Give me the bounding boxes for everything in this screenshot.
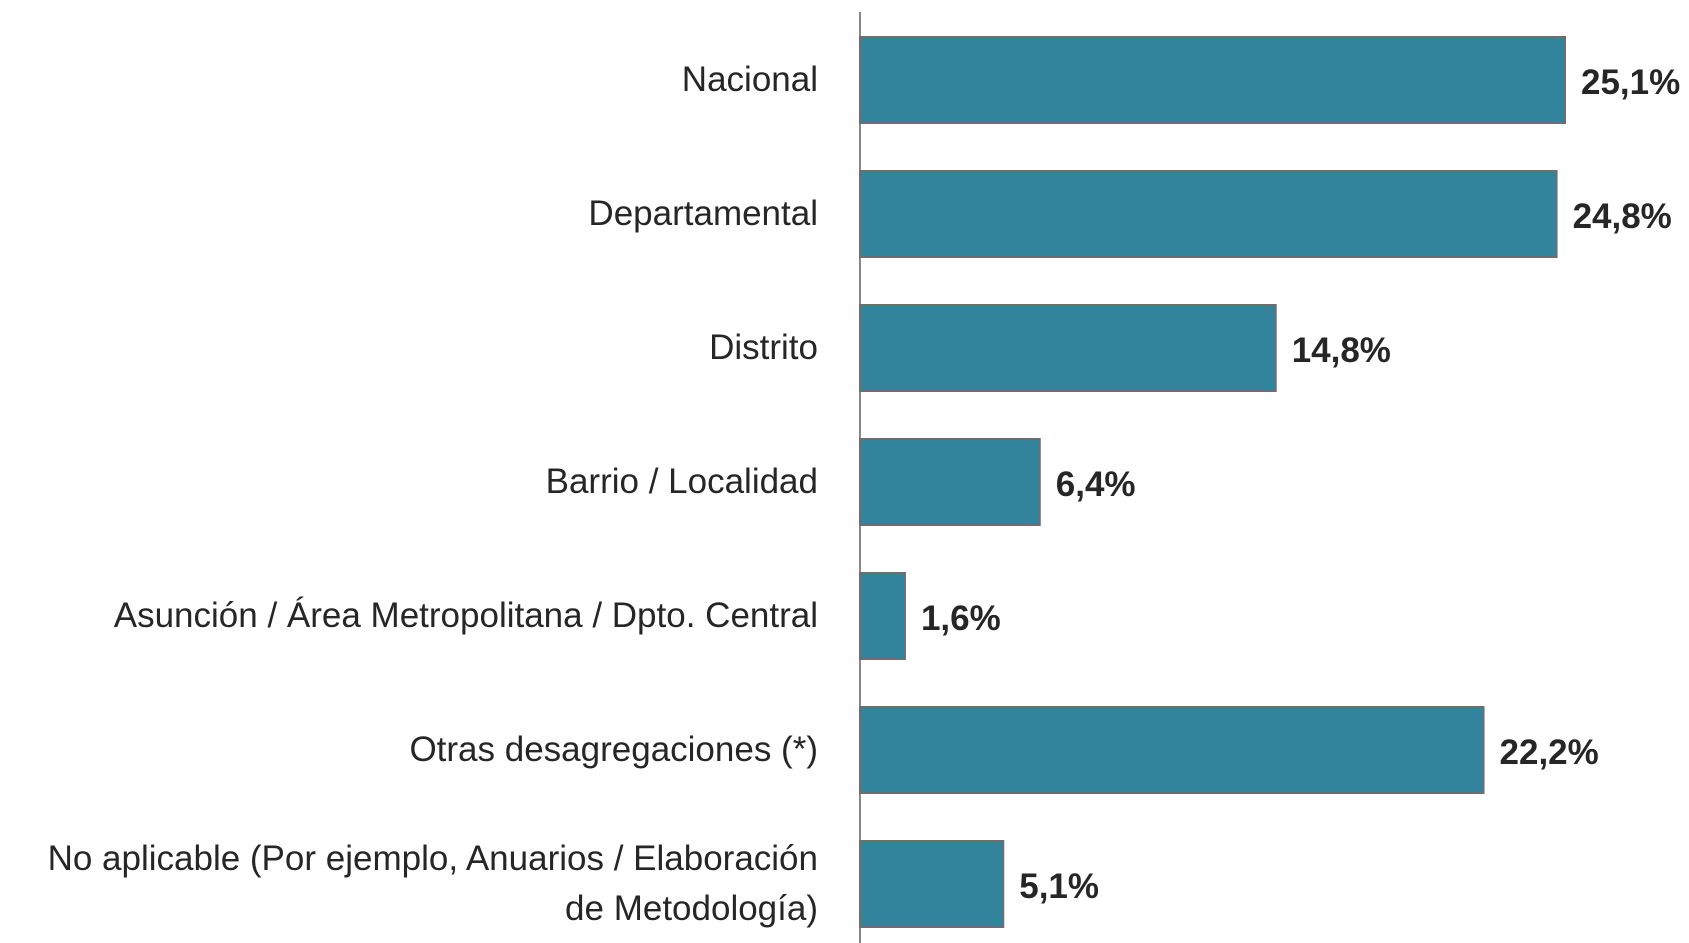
category-label: No aplicable (Por ejemplo, Anuarios / El… bbox=[47, 839, 818, 928]
category-label: Distrito bbox=[709, 328, 818, 367]
category-label: Asunción / Área Metropolitana / Dpto. Ce… bbox=[113, 596, 818, 635]
bar bbox=[859, 438, 1041, 526]
bar bbox=[859, 706, 1485, 794]
bar bbox=[859, 304, 1277, 392]
bar bbox=[859, 840, 1005, 928]
bar bbox=[859, 170, 1558, 258]
value-label: 6,4% bbox=[1055, 465, 1136, 504]
category-label: Otras desagregaciones (*) bbox=[409, 730, 818, 769]
value-label: 1,6% bbox=[920, 599, 1001, 638]
value-label: 25,1% bbox=[1581, 63, 1681, 102]
value-label: 14,8% bbox=[1291, 331, 1391, 370]
value-label: 5,1% bbox=[1019, 867, 1100, 906]
category-label: Barrio / Localidad bbox=[545, 462, 818, 501]
value-label: 24,8% bbox=[1572, 197, 1672, 236]
bar bbox=[859, 36, 1566, 124]
value-label: 22,2% bbox=[1499, 733, 1599, 772]
bar bbox=[859, 572, 906, 660]
category-label: Departamental bbox=[588, 194, 818, 233]
category-label: Nacional bbox=[681, 60, 818, 99]
